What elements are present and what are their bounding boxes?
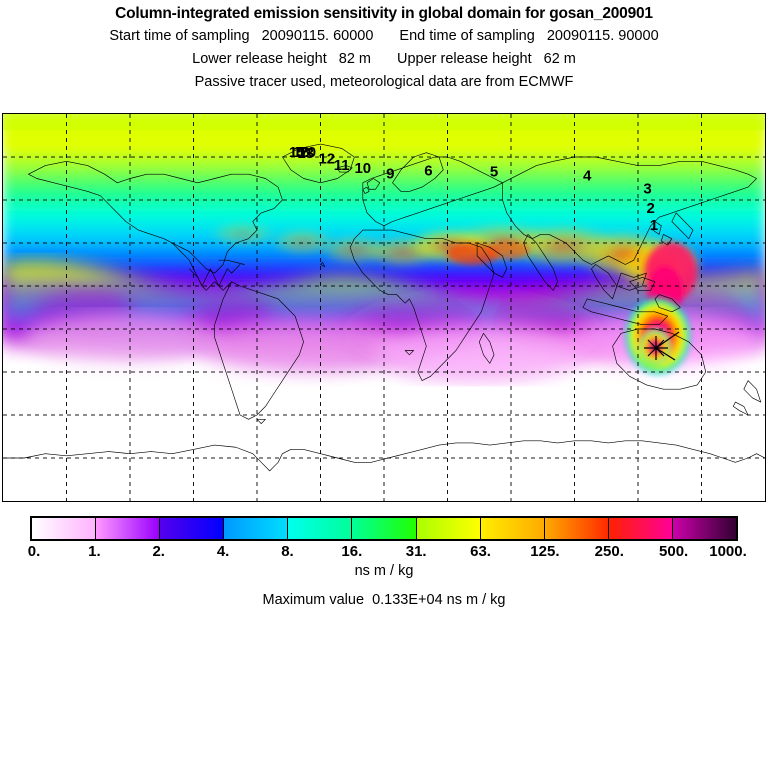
colorbar-band xyxy=(159,518,224,539)
start-time-value: 20090115. 60000 xyxy=(261,28,374,44)
colorbar-tick: 250. xyxy=(594,543,624,560)
colorbar-band xyxy=(32,518,96,539)
colorbar-band xyxy=(543,518,608,539)
trajectory-day-label: 5 xyxy=(490,163,498,180)
start-time-label: Start time of sampling xyxy=(109,28,250,44)
maximum-value-caption: Maximum value 0.133E+04 ns m / kg xyxy=(262,592,506,608)
colorbar-band xyxy=(671,518,737,539)
map-panel: 1 2 3 4 5 6 9 10 11 12 13 15 18 20 xyxy=(2,113,766,502)
end-time-label: End time of sampling xyxy=(399,28,535,44)
graticule-grid xyxy=(3,114,765,501)
colorbar-tick: 31. xyxy=(405,543,427,560)
colorbar-tick: 1. xyxy=(88,543,101,560)
release-height-line: Lower release height 82 m Upper release he… xyxy=(0,51,768,67)
colorbar-tick: 125. xyxy=(530,543,560,560)
trajectory-day-label: 6 xyxy=(424,162,432,179)
sampling-time-line: Start time of sampling 20090115. 60000 End… xyxy=(0,28,768,44)
release-point-marker xyxy=(644,331,680,361)
trajectory-day-label: 13 xyxy=(297,145,314,162)
colorbar-tick: 2. xyxy=(152,543,165,560)
trajectory-day-label: 4 xyxy=(583,168,592,185)
trajectory-day-label: 3 xyxy=(643,181,651,198)
colorbar-band xyxy=(607,518,672,539)
trajectory-day-label: 10 xyxy=(354,160,371,177)
colorbar-tick: 8. xyxy=(281,543,294,560)
trajectory-day-label: 20 xyxy=(299,144,316,161)
colorbar-band xyxy=(479,518,544,539)
colorbar-tick: 16. xyxy=(341,543,363,560)
coastline-overlay xyxy=(3,143,765,472)
trajectory-day-label: 15 xyxy=(289,144,306,161)
upper-release-value: 62 m xyxy=(543,51,576,67)
tracer-note: Passive tracer used, meteorological data… xyxy=(194,74,574,90)
colorbar-tick-labels: 0. 1. 2. 4. 8. 16. 31. 63. 125. 250. 500. 1000. xyxy=(0,543,768,563)
lower-release-value: 82 m xyxy=(338,51,371,67)
colorbar-tick: 0. xyxy=(27,543,41,560)
colorbar xyxy=(30,516,738,541)
end-time-value: 20090115. 90000 xyxy=(546,28,659,44)
colorbar-band xyxy=(95,518,160,539)
trajectory-day-label: 12 xyxy=(318,150,335,167)
colorbar-tick: 500. xyxy=(659,543,689,560)
colorbar-unit-label: ns m / kg xyxy=(354,563,414,579)
upper-release-label: Upper release height xyxy=(397,51,532,67)
colorbar-band xyxy=(223,518,288,539)
trajectory-day-label: 2 xyxy=(647,200,655,217)
colorbar-band xyxy=(351,518,416,539)
colorbar-tick: 63. xyxy=(470,543,491,560)
colorbar-tick: 1000. xyxy=(709,543,747,560)
trajectory-day-label: 18 xyxy=(293,144,310,161)
colorbar-tick: 4. xyxy=(216,543,230,560)
colorbar-band xyxy=(415,518,480,539)
trajectory-day-label: 1 xyxy=(650,217,658,234)
map-canvas: 1 2 3 4 5 6 9 10 11 12 13 15 18 20 xyxy=(3,114,765,501)
trajectory-day-label: 9 xyxy=(386,166,394,183)
lower-release-label: Lower release height xyxy=(192,51,327,67)
colorbar-band xyxy=(287,518,352,539)
page-title: Column-integrated emission sensitivity i… xyxy=(115,5,653,22)
trajectory-day-label: 11 xyxy=(334,157,350,174)
